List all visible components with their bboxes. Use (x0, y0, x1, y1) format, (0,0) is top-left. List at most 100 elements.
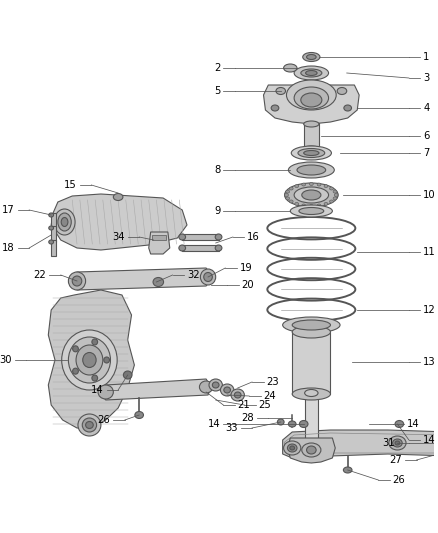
Ellipse shape (304, 146, 319, 152)
Ellipse shape (204, 272, 212, 281)
Polygon shape (101, 379, 211, 400)
Ellipse shape (68, 272, 85, 290)
Ellipse shape (277, 419, 284, 425)
Text: 14: 14 (407, 419, 420, 429)
Ellipse shape (343, 467, 352, 473)
Ellipse shape (98, 385, 113, 399)
Ellipse shape (300, 421, 308, 427)
Ellipse shape (324, 184, 328, 188)
Ellipse shape (290, 446, 295, 450)
Ellipse shape (290, 187, 293, 190)
Ellipse shape (104, 357, 110, 363)
Ellipse shape (344, 105, 352, 111)
Ellipse shape (302, 183, 306, 186)
Ellipse shape (73, 368, 78, 374)
Text: 33: 33 (225, 423, 238, 433)
Ellipse shape (303, 52, 320, 61)
Ellipse shape (294, 187, 328, 203)
Text: 14: 14 (91, 385, 104, 395)
Bar (51, 240, 56, 256)
Ellipse shape (124, 371, 132, 379)
Ellipse shape (215, 245, 222, 251)
Ellipse shape (179, 245, 186, 251)
Ellipse shape (291, 146, 332, 160)
Ellipse shape (324, 203, 328, 205)
Ellipse shape (333, 197, 337, 200)
Text: 2: 2 (214, 63, 220, 73)
Ellipse shape (301, 93, 322, 107)
Ellipse shape (285, 193, 288, 197)
Bar (305, 393, 318, 443)
Bar (182, 245, 219, 251)
Ellipse shape (92, 339, 98, 345)
Text: 22: 22 (34, 270, 46, 280)
Ellipse shape (283, 441, 301, 455)
Text: 5: 5 (214, 86, 220, 96)
Text: 21: 21 (238, 400, 251, 410)
Ellipse shape (294, 66, 328, 80)
Bar (51, 213, 56, 229)
Text: 16: 16 (247, 232, 260, 242)
Ellipse shape (199, 381, 213, 393)
Ellipse shape (317, 183, 321, 186)
Ellipse shape (113, 193, 123, 200)
Polygon shape (48, 290, 134, 428)
Ellipse shape (72, 276, 82, 286)
Ellipse shape (76, 345, 103, 375)
Text: 11: 11 (423, 247, 436, 257)
Ellipse shape (78, 414, 101, 436)
Ellipse shape (301, 69, 322, 77)
Ellipse shape (304, 150, 319, 156)
Ellipse shape (305, 390, 318, 397)
Ellipse shape (85, 422, 93, 429)
Text: 10: 10 (423, 190, 436, 200)
Ellipse shape (201, 269, 215, 285)
Ellipse shape (294, 87, 328, 109)
Text: 13: 13 (423, 357, 436, 367)
Ellipse shape (179, 234, 186, 240)
Ellipse shape (295, 184, 299, 188)
Text: 17: 17 (2, 205, 15, 215)
Ellipse shape (317, 204, 321, 207)
Bar (182, 234, 219, 240)
Text: 31: 31 (382, 438, 395, 448)
Ellipse shape (307, 54, 316, 60)
Text: 30: 30 (0, 355, 12, 365)
Polygon shape (51, 194, 187, 250)
Ellipse shape (290, 200, 293, 203)
Ellipse shape (283, 317, 340, 333)
Text: 4: 4 (423, 103, 430, 113)
Ellipse shape (231, 389, 244, 401)
Text: 6: 6 (423, 131, 430, 141)
Text: 3: 3 (423, 73, 430, 83)
Text: 26: 26 (392, 475, 406, 485)
Text: 18: 18 (2, 243, 15, 253)
Text: 8: 8 (214, 165, 220, 175)
Ellipse shape (73, 346, 78, 352)
Text: 14: 14 (208, 419, 220, 429)
Ellipse shape (292, 388, 331, 400)
Bar (292, 332, 331, 394)
Ellipse shape (68, 337, 110, 383)
Ellipse shape (304, 121, 319, 127)
Ellipse shape (389, 436, 406, 450)
Text: 25: 25 (259, 400, 272, 410)
Text: 26: 26 (98, 415, 110, 425)
Polygon shape (72, 268, 211, 290)
Text: 12: 12 (423, 305, 436, 315)
Ellipse shape (288, 162, 334, 178)
Ellipse shape (395, 421, 404, 427)
Text: 23: 23 (266, 377, 279, 387)
Ellipse shape (153, 278, 163, 287)
Polygon shape (283, 430, 438, 458)
Ellipse shape (309, 205, 313, 207)
Ellipse shape (234, 392, 241, 398)
Ellipse shape (220, 384, 234, 396)
Ellipse shape (333, 190, 337, 193)
Text: 28: 28 (241, 413, 254, 423)
Ellipse shape (49, 213, 53, 217)
Text: 14: 14 (423, 435, 436, 445)
Polygon shape (264, 85, 359, 124)
Ellipse shape (135, 411, 144, 418)
Ellipse shape (82, 418, 97, 432)
